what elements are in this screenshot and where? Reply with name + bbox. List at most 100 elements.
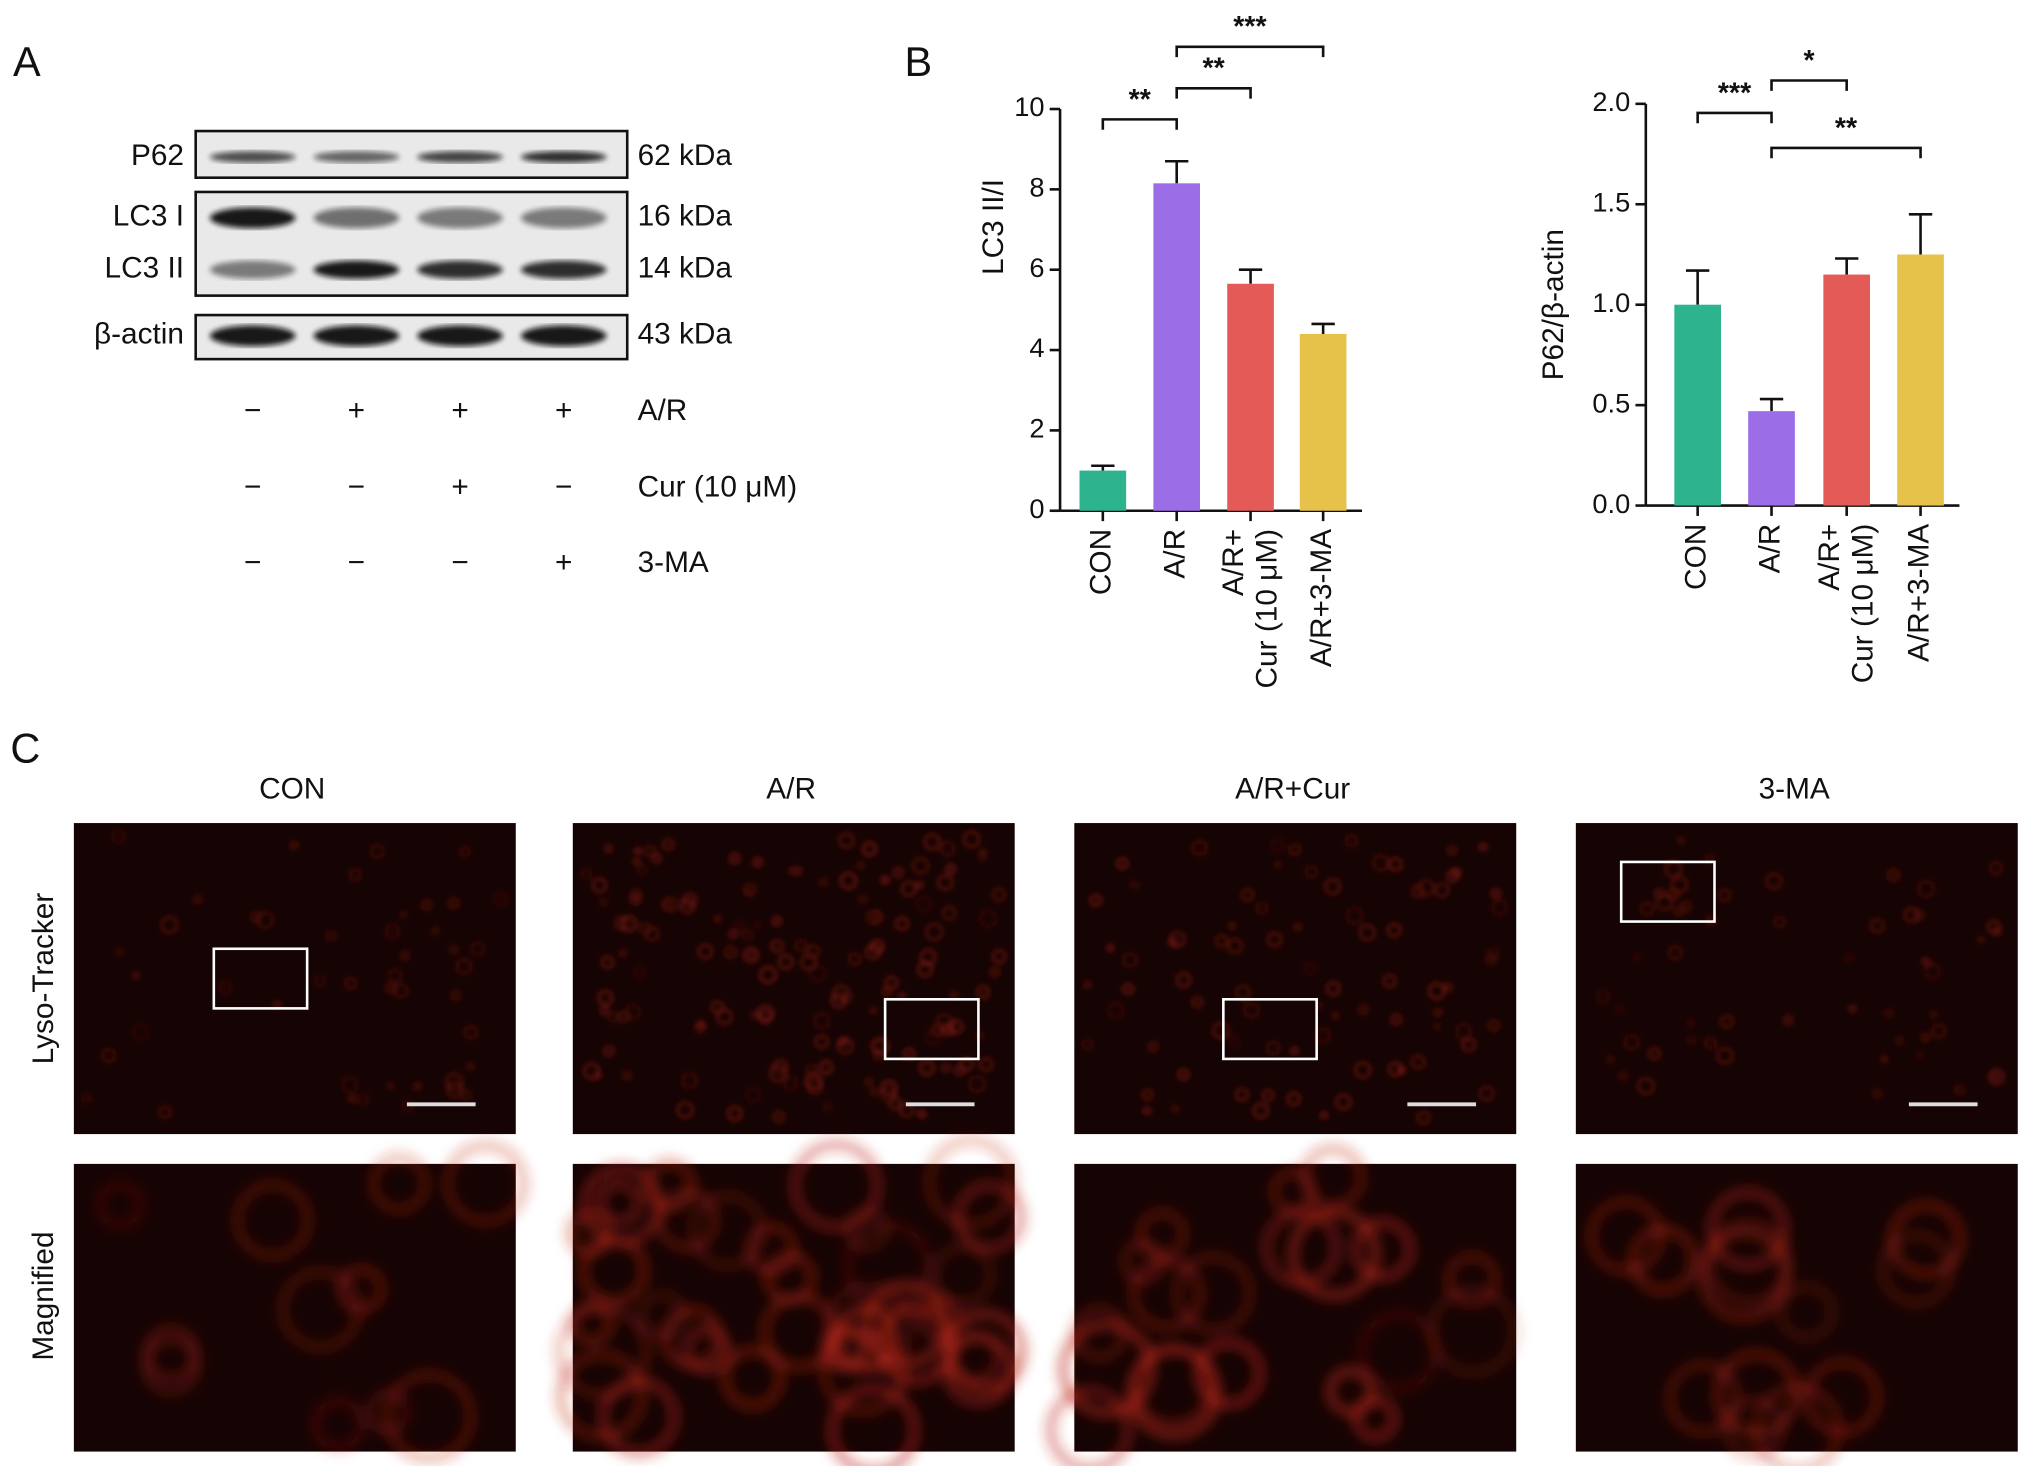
cell-signal [1777,1282,1837,1342]
cell-signal [1106,944,1115,952]
cell-signal [636,863,648,876]
cell-signal [1765,872,1783,890]
cell-signal [1434,882,1450,898]
blot-band [417,260,503,279]
cell-signal [1920,1032,1931,1043]
cell-signal [1848,1004,1857,1013]
significance-label: *** [1718,77,1752,109]
cell-signal [132,971,140,980]
cell-signal [160,916,179,934]
y-tick-label: 10 [1014,91,1044,122]
significance-label: ** [1203,53,1226,85]
bar [1897,254,1944,506]
blot-band [209,151,296,163]
cell-signals [1081,834,1508,1125]
cell-signal [1243,1002,1260,1019]
cell-signal [593,1071,602,1080]
cell-signal [694,1022,707,1035]
cell-signal [598,897,609,907]
cell-signal [1487,1019,1500,1032]
cell-signal [806,944,820,958]
cell-signal [604,844,613,853]
cell-signal [923,833,941,851]
cell-signal [963,830,981,848]
cell-signal [915,896,933,913]
treatment-sign: − [348,471,365,504]
cell-signal [759,966,777,984]
x-tick-label: A/R+ [1217,529,1250,596]
cell-signal [1345,834,1359,848]
cell-signal [1433,1022,1441,1030]
significance-label: * [1804,45,1816,77]
cell-signal [989,966,1000,977]
cell-signal [822,1282,915,1375]
cell-signal [1587,1197,1665,1275]
blot-size-label: 16 kDa [638,200,733,233]
cell-signal [607,1011,620,1023]
cell-signal [1716,1047,1734,1065]
cell-signal [1722,1396,1786,1460]
cell-signal [1116,857,1129,870]
significance-label: ** [1129,84,1152,116]
x-tick-label: A/R+ [1813,524,1846,591]
significance-label: ** [1835,112,1858,144]
panel-letter: A [13,38,41,85]
cell-signals [95,1141,528,1463]
cell-signal [920,949,937,966]
cell-signal [1387,923,1402,938]
x-tick-label: A/R+3-MA [1902,524,1935,662]
cell-signal [697,944,713,960]
cell-signal [369,1153,429,1214]
cell-signal [856,860,866,870]
cell-signal [1252,1102,1269,1119]
cell-signal [895,916,909,931]
cell-signal [1977,936,1985,944]
cell-signal [1444,1252,1500,1307]
cell-signal [688,1192,767,1270]
cell-signal [954,1065,965,1076]
cell-signal [370,844,385,859]
micrograph-row-label: Lyso-Tracker [27,893,60,1065]
cell-signal [218,980,232,995]
cell-signal [977,852,987,862]
y-axis-label: LC3 II/I [977,179,1010,275]
cell-signal [915,880,924,889]
cell-signal [728,929,738,939]
cell-signal [1954,1084,1965,1096]
cell-signal [449,944,459,955]
cell-signal [721,1346,785,1410]
cell-signal [1648,1047,1661,1061]
cell-signal [1352,1396,1398,1442]
cell-signal [1267,931,1283,948]
cell-signal [460,1089,472,1101]
blot-band [520,260,607,279]
cell-signal [1289,1208,1380,1300]
cell-signals [555,1136,1027,1466]
blot-band [209,260,296,279]
cell-signal [470,941,485,957]
cell-signal [1358,1310,1440,1393]
cell-signal [1262,1089,1275,1102]
blot-band [313,207,400,229]
x-tick-label: A/R [1753,524,1786,574]
cell-signal [942,1333,1016,1407]
cell-signal [1274,860,1282,869]
micrograph [73,1163,516,1452]
cell-signal [919,1060,935,1076]
cell-signal [1487,947,1500,960]
cell-signal [1895,1036,1904,1046]
cell-signal [1212,1022,1230,1040]
significance-bracket [1770,79,1848,91]
cell-signal [948,1019,964,1034]
blot-band [313,325,400,347]
cell-signal [643,1159,696,1212]
treatment-label: 3-MA [638,546,709,579]
cell-signal [1270,838,1285,853]
cell-signal [1411,1054,1426,1070]
cell-signal [1346,907,1364,925]
cell-signal [1707,1188,1789,1270]
cell-signal [385,924,400,939]
cell-signal [1461,1037,1476,1052]
cell-signal [931,1243,995,1307]
cell-signal [1177,1068,1190,1081]
